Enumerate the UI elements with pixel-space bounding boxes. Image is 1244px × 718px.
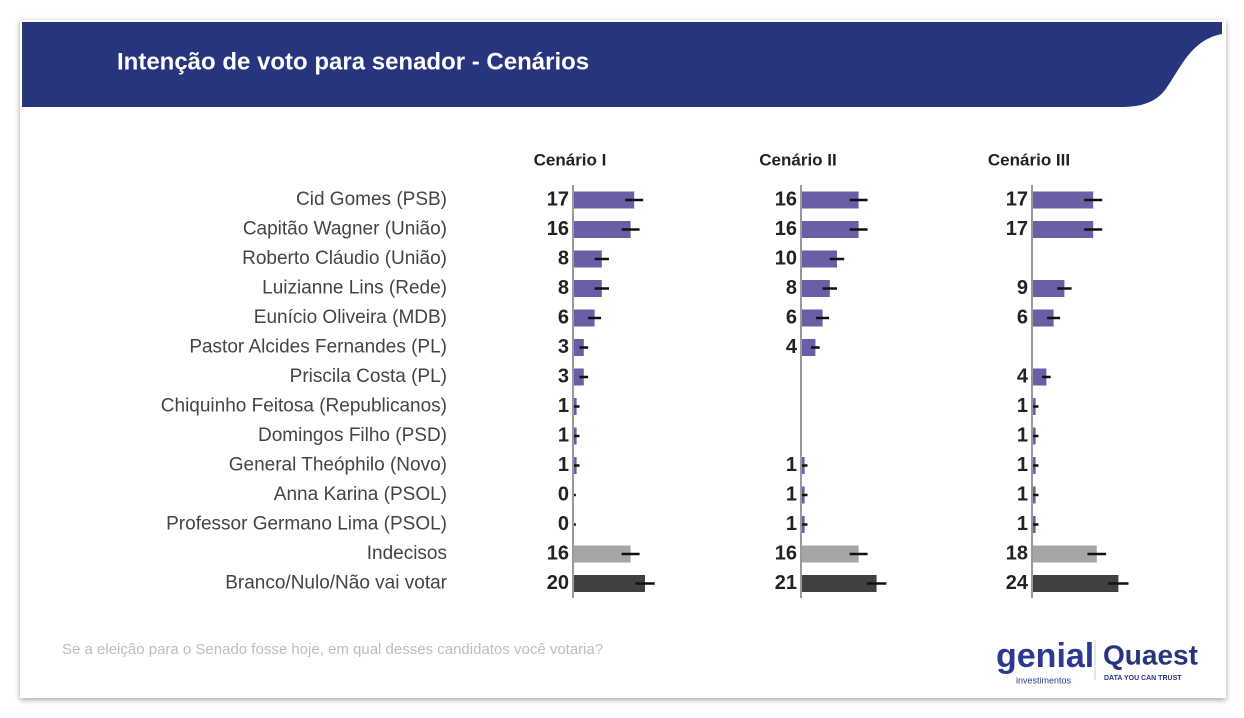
value-label: 8 [558,277,569,299]
category-label: Domingos Filho (PSD) [258,425,447,446]
bar [801,309,823,327]
bar [801,545,859,563]
value-label: 1 [1017,424,1028,446]
value-label: 8 [786,277,797,299]
category-label: Luizianne Lins (Rede) [262,278,447,299]
category-label: Chiquinho Feitosa (Republicanos) [161,396,447,417]
value-label: 1 [558,454,569,476]
value-label: 3 [558,365,569,387]
bar [1032,368,1047,386]
value-label: 16 [547,542,569,564]
value-label: 6 [786,306,797,328]
panel-header: Cenário II [759,150,836,169]
category-label: Indecisos [367,543,447,564]
value-label: 21 [775,572,797,594]
logo-genial-sub: investimentos [1016,675,1072,685]
value-label: 9 [1017,277,1028,299]
category-label: Eunício Oliveira (MDB) [254,307,447,328]
logo-quaest-sub: DATA YOU CAN TRUST [1104,675,1182,682]
category-label: Professor Germano Lima (PSOL) [166,514,447,535]
bar [1032,545,1097,563]
value-label: 16 [775,542,797,564]
category-label: Capitão Wagner (União) [243,219,447,240]
value-label: 16 [547,218,569,240]
bar [573,309,595,327]
bar [801,280,830,297]
category-label: Roberto Cláudio (União) [242,248,447,269]
value-label: 17 [1006,188,1028,210]
value-label: 16 [775,188,797,210]
value-label: 10 [775,247,797,269]
value-label: 0 [558,483,569,505]
value-label: 16 [775,218,797,240]
value-label: 17 [1006,218,1028,240]
logo-quaest: Quaest [1103,639,1198,670]
bar [573,191,635,209]
bar [573,339,584,356]
value-label: 1 [786,513,797,535]
category-label: Branco/Nulo/Não vai votar [225,573,447,594]
header-band [22,22,1222,107]
value-label: 1 [558,424,569,446]
category-label: Cid Gomes (PSB) [296,189,447,210]
bar [801,575,877,592]
bar [573,368,584,386]
value-label: 1 [1017,513,1028,535]
value-label: 6 [1017,306,1028,328]
bar [573,221,631,238]
value-label: 4 [1017,365,1029,387]
subtitle: Se a eleição para o Senado fosse hoje, e… [62,641,603,658]
bar [1032,309,1054,327]
category-label: Anna Karina (PSOL) [274,484,447,505]
bar [573,280,602,297]
bar [801,221,859,238]
value-label: 1 [1017,395,1028,417]
chart-title: Intenção de voto para senador - Cenários [117,48,589,75]
logo-genial: genial [996,637,1094,675]
value-label: 1 [1017,454,1028,476]
value-label: 1 [558,395,569,417]
value-label: 24 [1006,572,1029,594]
category-label: Pastor Alcides Fernandes (PL) [189,337,447,358]
value-label: 1 [786,483,797,505]
card [20,20,1226,698]
value-label: 6 [558,306,569,328]
value-label: 17 [547,188,569,210]
category-label: Priscila Costa (PL) [290,366,447,387]
bar [801,191,859,209]
panel-header: Cenário I [534,150,607,169]
value-label: 1 [786,454,797,476]
value-label: 3 [558,336,569,358]
bar [1032,221,1094,238]
bar [1032,575,1119,592]
bar [801,339,816,356]
bar [801,250,837,268]
value-label: 20 [547,572,569,594]
bar [1032,280,1065,297]
panel-header: Cenário III [988,150,1070,169]
value-label: 1 [1017,483,1028,505]
bar [1032,191,1094,209]
bar [573,545,631,563]
category-label: General Theóphilo (Novo) [229,455,447,476]
value-label: 18 [1006,542,1028,564]
bar [573,250,602,268]
value-label: 0 [558,513,569,535]
value-label: 8 [558,247,569,269]
value-label: 4 [786,336,798,358]
bar [573,575,645,592]
